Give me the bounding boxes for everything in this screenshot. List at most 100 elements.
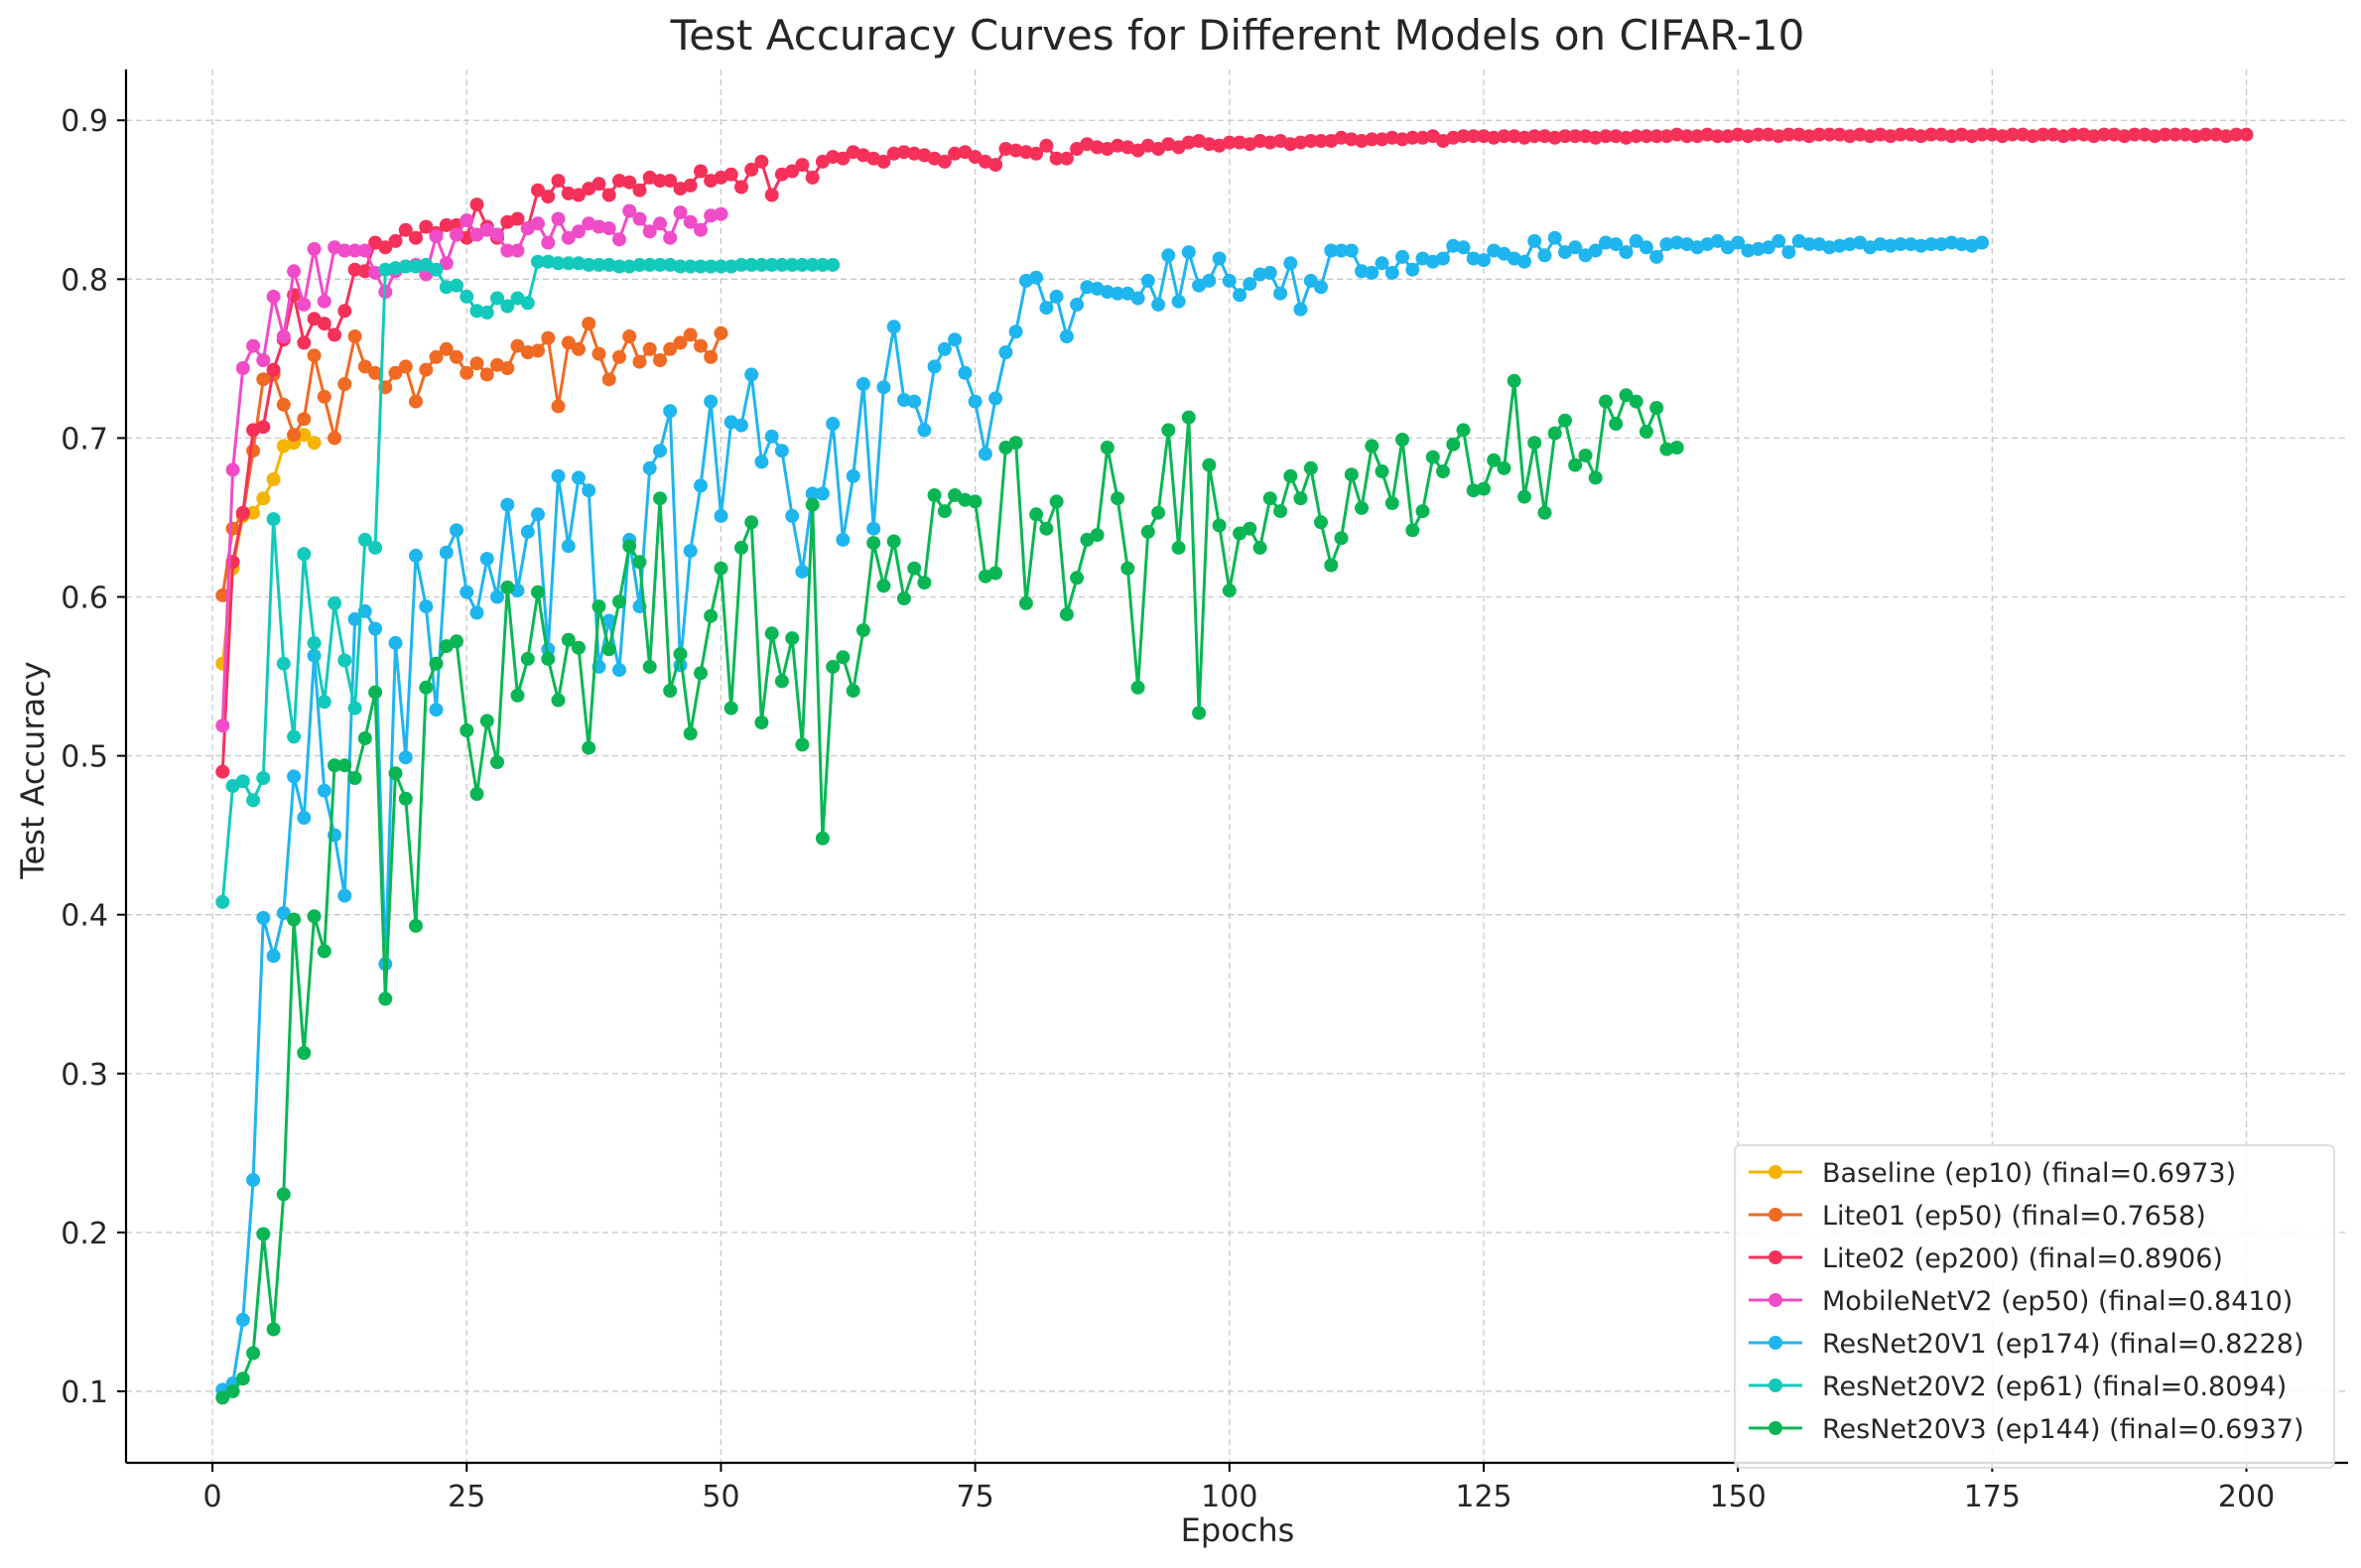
data-point: [328, 758, 342, 773]
data-point: [551, 174, 566, 189]
data-point: [246, 338, 261, 353]
data-point: [572, 470, 586, 485]
data-point: [307, 348, 322, 363]
data-point: [1243, 521, 1257, 536]
legend: Baseline (ep10) (final=0.6973) Lite01 (ep…: [1734, 1144, 2335, 1469]
data-point: [419, 219, 434, 234]
data-point: [368, 621, 383, 636]
data-point: [734, 257, 748, 272]
data-point: [388, 635, 403, 650]
data-point: [642, 257, 657, 272]
data-point: [388, 766, 403, 781]
data-point: [601, 257, 616, 272]
data-point: [235, 1312, 250, 1327]
data-point: [246, 1346, 261, 1361]
data-point: [419, 680, 434, 695]
data-point: [714, 508, 728, 523]
data-point: [297, 1046, 312, 1060]
data-point: [1039, 138, 1054, 153]
data-point: [805, 257, 820, 272]
data-point: [450, 634, 463, 649]
data-point: [256, 910, 271, 925]
data-point: [409, 394, 423, 409]
data-point: [317, 389, 331, 404]
data-point: [479, 305, 494, 320]
data-point: [1934, 127, 1949, 142]
data-point: [328, 431, 342, 446]
data-point: [510, 243, 525, 258]
data-point: [795, 737, 810, 752]
data-point: [1202, 137, 1217, 152]
data-point: [1741, 243, 1756, 258]
data-point: [1588, 470, 1603, 485]
data-point: [988, 391, 1003, 406]
data-point: [276, 906, 291, 921]
data-point: [764, 257, 779, 272]
data-point: [1222, 135, 1237, 150]
data-point: [287, 912, 302, 927]
data-point: [1140, 524, 1155, 539]
data-point: [948, 332, 963, 347]
data-point: [541, 235, 556, 250]
data-point: [276, 397, 291, 412]
data-point: [694, 259, 708, 274]
data-point: [917, 423, 932, 438]
data-point: [531, 254, 545, 269]
data-point: [1487, 130, 1502, 145]
data-point: [1355, 500, 1369, 515]
data-point: [1659, 237, 1674, 252]
data-point: [2148, 129, 2163, 144]
y-tick-label: 0.8: [61, 263, 108, 298]
data-point: [704, 608, 719, 623]
y-tick-label: 0.1: [61, 1375, 108, 1410]
data-point: [1781, 127, 1796, 142]
data-point: [1344, 467, 1359, 482]
data-point: [1039, 301, 1054, 316]
data-point: [510, 338, 525, 353]
data-point: [469, 197, 484, 212]
data-point: [215, 894, 230, 909]
data-point: [1415, 130, 1430, 145]
data-point: [723, 167, 738, 182]
data-point: [317, 944, 331, 959]
data-point: [673, 259, 688, 274]
y-tick-label: 0.6: [61, 582, 108, 616]
data-point: [1873, 127, 1888, 142]
legend-item: ResNet20V3 (ep144) (final=0.6937): [1749, 1414, 2303, 1445]
data-point: [1384, 265, 1399, 280]
data-point: [225, 1384, 240, 1398]
data-point: [968, 494, 983, 509]
data-point: [1202, 273, 1217, 288]
data-point: [876, 380, 891, 395]
data-point: [907, 561, 922, 576]
x-tick-label: 25: [448, 1480, 485, 1514]
data-point: [572, 341, 586, 356]
data-point: [774, 674, 789, 689]
data-point: [734, 418, 748, 433]
data-point: [1497, 129, 1511, 144]
data-point: [1252, 540, 1267, 555]
data-point: [1649, 129, 1664, 144]
data-point: [998, 345, 1013, 359]
data-point: [876, 154, 891, 169]
data-point: [1599, 394, 1613, 409]
data-point: [2198, 127, 2213, 142]
data-point: [683, 544, 698, 559]
series-5: [215, 254, 841, 909]
data-point: [276, 329, 291, 343]
data-point: [1466, 251, 1481, 266]
data-point: [764, 626, 779, 641]
data-point: [572, 224, 586, 239]
data-point: [531, 343, 545, 358]
data-point: [1395, 132, 1409, 147]
data-point: [1273, 286, 1288, 301]
data-point: [1059, 151, 1074, 166]
data-point: [1425, 450, 1440, 464]
data-point: [785, 257, 800, 272]
data-point: [948, 146, 963, 161]
data-point: [500, 580, 515, 594]
data-point: [419, 599, 434, 614]
data-point: [1405, 262, 1420, 277]
data-point: [398, 259, 413, 274]
data-point: [266, 949, 281, 964]
